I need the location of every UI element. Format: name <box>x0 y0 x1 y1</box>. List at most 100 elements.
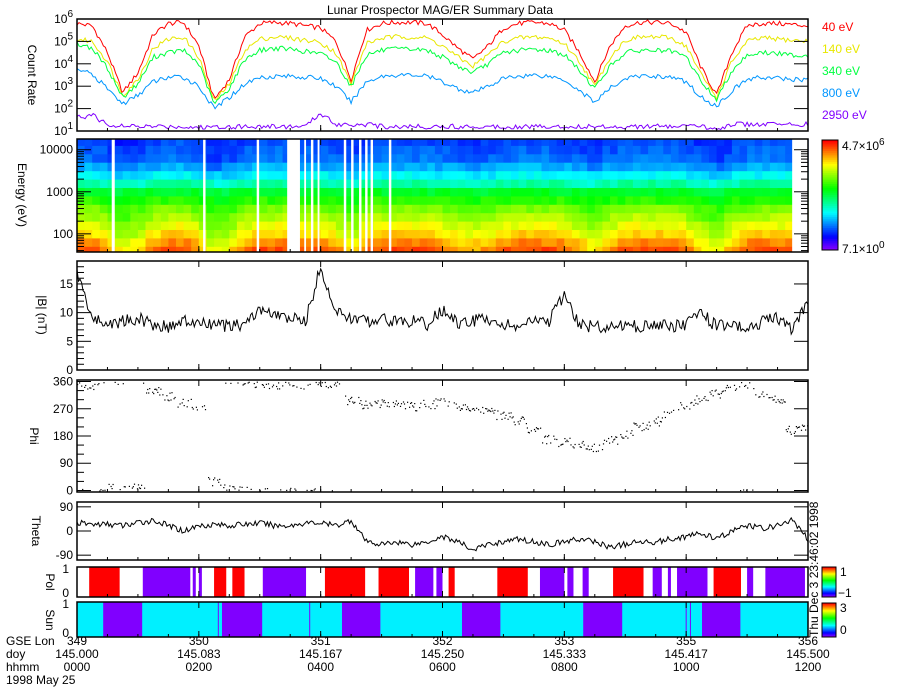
footer-label-hhmm: hhmm <box>6 660 39 674</box>
spectrogram-cell <box>571 196 581 205</box>
spectrogram-cell <box>693 229 702 239</box>
spectrogram-cell <box>587 196 596 205</box>
spectrogram-cell <box>396 145 405 155</box>
spectrogram-cell <box>419 187 428 197</box>
spectrogram-cell <box>434 179 444 188</box>
spectrogram-cell <box>183 221 192 230</box>
spectrogram-cell <box>480 246 489 253</box>
spectrogram-cell <box>465 153 474 163</box>
phi-point <box>546 443 548 445</box>
data-gap <box>310 139 314 252</box>
spectrogram-cell <box>84 246 93 253</box>
phi-point <box>400 403 403 405</box>
theta-y-tick-label: 0 <box>66 524 73 538</box>
sun-colorbar-min: 0 <box>840 623 847 637</box>
phi-point <box>528 432 530 434</box>
field-y-tick-label: 0 <box>66 363 73 377</box>
spectrogram-cell <box>221 238 230 247</box>
spectrogram-cell <box>533 238 543 247</box>
spectrogram-cell <box>769 145 779 155</box>
data-gap <box>351 139 354 252</box>
spectrogram-cell <box>145 139 154 146</box>
spectrogram-cell <box>678 187 687 197</box>
spectrogram-cell <box>236 153 246 163</box>
spectrogram-cell <box>480 212 489 222</box>
phi-y-tick-label: 180 <box>53 429 73 443</box>
spectrogram-cell <box>488 139 497 146</box>
phi-point <box>263 386 265 388</box>
spectrogram-cell <box>84 170 93 180</box>
phi-point <box>693 404 695 406</box>
spectrogram-cell <box>747 212 756 222</box>
colorbar-swatch <box>822 611 836 613</box>
phi-point <box>104 489 106 491</box>
phi-point <box>491 407 493 410</box>
spectrogram-cell <box>259 145 268 155</box>
phi-point <box>114 381 116 383</box>
spectrogram-cell <box>518 179 527 188</box>
phi-point <box>645 427 647 429</box>
spectrogram-cell <box>396 221 405 230</box>
phi-point <box>714 390 716 392</box>
colorbar-swatch <box>822 189 838 192</box>
spectrogram-cell <box>92 145 101 155</box>
spectrogram-cell <box>282 179 291 188</box>
spectrogram-cell <box>381 196 390 205</box>
phi-point <box>244 383 246 385</box>
spectrogram-cell <box>389 170 398 180</box>
spectrogram-cell <box>503 179 512 188</box>
phi-point <box>265 383 267 385</box>
phi-point <box>740 490 742 492</box>
phi-point <box>793 432 795 434</box>
spectrogram-cell <box>670 153 680 163</box>
ylabel-field: |B| (nT) <box>35 295 49 335</box>
spectrogram-cell <box>648 179 657 188</box>
spectrogram-cell <box>450 187 459 197</box>
spectrogram-cell <box>419 170 428 180</box>
phi-point <box>272 384 275 386</box>
spectrogram-cell <box>594 170 603 180</box>
spectrogram-cell <box>709 221 718 230</box>
spectrogram-cell <box>115 170 124 180</box>
spectrogram-cell <box>221 153 230 163</box>
phi-point <box>407 401 409 403</box>
spectrogram-cell <box>579 229 588 239</box>
spectrogram-cell <box>99 238 108 247</box>
phi-point <box>590 448 592 450</box>
phi-point <box>553 435 555 437</box>
spectrogram-cell <box>663 153 672 163</box>
spectrogram-cell <box>754 179 763 188</box>
spectrogram-cell <box>335 246 345 253</box>
shadow-segment <box>221 602 263 637</box>
spectrogram-cell <box>267 162 276 172</box>
spectrogram-cell <box>153 238 162 247</box>
spectrogram-cell <box>488 204 497 214</box>
spectrogram-cell <box>716 212 725 222</box>
phi-point <box>153 393 155 395</box>
spectrogram-cell <box>221 221 230 230</box>
spectrogram-cell <box>84 238 93 247</box>
spectrogram-cell <box>480 170 489 180</box>
colorbar-frame <box>821 566 837 598</box>
spectrogram-cell <box>191 145 200 155</box>
spectrogram-cell <box>754 145 763 155</box>
phi-point <box>324 381 326 384</box>
spectrogram-cell <box>358 221 367 230</box>
spectrogram-cell <box>343 187 352 197</box>
phi-point <box>397 402 399 404</box>
pol-y-tick-label: 0 <box>62 586 69 600</box>
phi-point <box>530 430 532 432</box>
phi-point <box>315 381 317 384</box>
spectrogram-cell <box>275 212 284 222</box>
spectrogram-cell <box>176 229 185 239</box>
spectrogram-cell <box>564 145 573 155</box>
spectrogram-cell <box>571 246 581 253</box>
spectrogram-cell <box>777 246 786 253</box>
spectrogram-cell <box>183 187 192 197</box>
spectrogram-cell <box>176 221 185 230</box>
spectrogram-cell <box>343 229 352 239</box>
spectrogram-cell <box>724 229 733 239</box>
spectrogram-cell <box>450 229 459 239</box>
colorbar-swatch <box>822 620 836 622</box>
phi-point <box>212 485 214 487</box>
